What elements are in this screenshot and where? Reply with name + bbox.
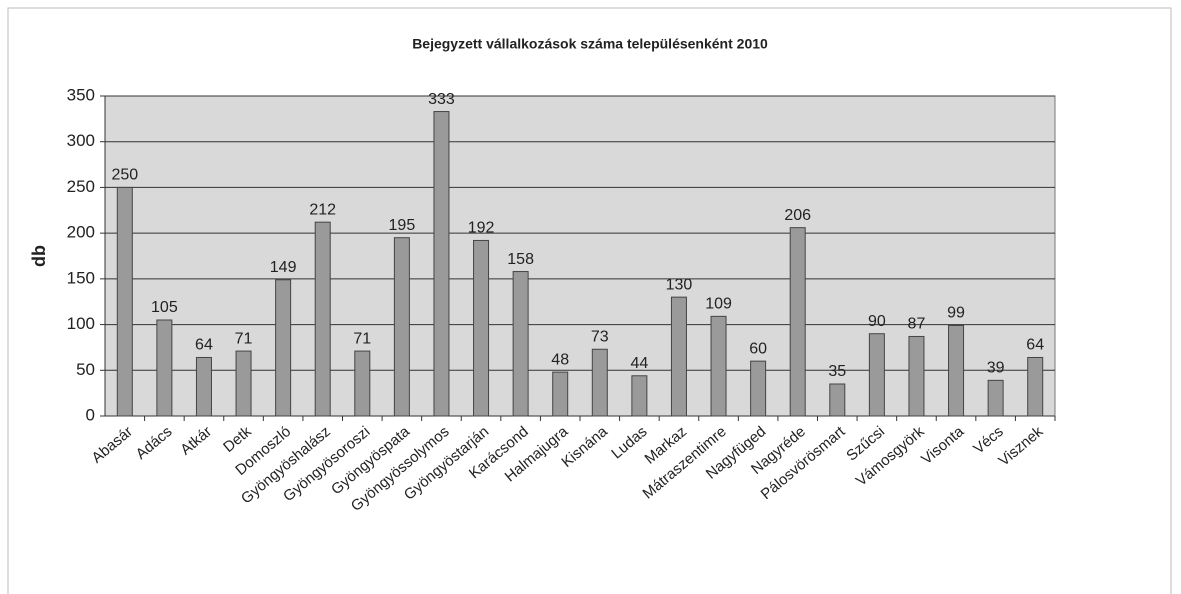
bar xyxy=(116,186,133,417)
bar xyxy=(829,383,846,417)
bar xyxy=(591,348,608,417)
data-label: 60 xyxy=(749,340,767,357)
bar xyxy=(987,379,1004,417)
chart-frame xyxy=(7,7,1172,594)
data-label: 109 xyxy=(705,296,732,313)
x-tick-label: Visznek xyxy=(995,423,1046,470)
data-label: 35 xyxy=(828,363,846,380)
bar xyxy=(195,356,212,417)
y-tick-label: 100 xyxy=(67,314,95,333)
x-tick-label: Adács xyxy=(133,423,176,463)
data-label: 71 xyxy=(235,330,253,347)
bar xyxy=(948,324,965,417)
data-label: 71 xyxy=(353,330,371,347)
data-label: 149 xyxy=(270,259,297,276)
bar xyxy=(156,319,173,417)
bar xyxy=(552,371,569,417)
bar xyxy=(1027,356,1044,417)
data-label: 130 xyxy=(666,276,693,293)
y-tick-label: 0 xyxy=(86,405,95,424)
data-label: 90 xyxy=(868,313,886,330)
data-label: 333 xyxy=(428,91,455,108)
bar xyxy=(433,111,450,417)
data-label: 48 xyxy=(551,351,569,368)
data-label: 206 xyxy=(784,207,811,224)
data-label: 39 xyxy=(987,360,1005,377)
data-label: 64 xyxy=(195,337,213,354)
bar xyxy=(354,350,371,417)
data-label: 64 xyxy=(1026,337,1044,354)
bar xyxy=(750,360,767,417)
y-axis-label: db xyxy=(29,245,49,267)
data-label: 192 xyxy=(468,220,495,237)
data-label: 250 xyxy=(111,167,138,184)
data-label: 73 xyxy=(591,328,609,345)
bar xyxy=(908,335,925,417)
bar xyxy=(868,333,885,417)
bar xyxy=(512,271,529,417)
bar xyxy=(393,237,410,417)
data-label: 99 xyxy=(947,305,965,322)
bar xyxy=(631,375,648,417)
y-tick-label: 300 xyxy=(67,131,95,150)
x-tick-label: Atkár xyxy=(177,423,215,459)
y-tick-label: 250 xyxy=(67,177,95,196)
data-label: 158 xyxy=(507,251,534,268)
chart-title: Bejegyzett vállalkozások száma település… xyxy=(412,36,768,52)
bar xyxy=(789,227,806,417)
bar xyxy=(275,279,292,417)
y-tick-label: 50 xyxy=(76,360,95,379)
bar xyxy=(235,350,252,417)
bar xyxy=(710,315,727,417)
x-tick-label: Visonta xyxy=(918,423,968,468)
x-tick-label: Kisnána xyxy=(558,423,611,471)
data-label: 44 xyxy=(630,355,648,372)
bar xyxy=(314,221,331,417)
y-tick-label: 200 xyxy=(67,223,95,242)
data-label: 195 xyxy=(389,217,416,234)
y-tick-label: 350 xyxy=(67,85,95,104)
y-tick-label: 150 xyxy=(67,268,95,287)
bar xyxy=(473,239,490,417)
data-label: 212 xyxy=(309,201,336,218)
data-label: 87 xyxy=(908,316,926,333)
data-label: 105 xyxy=(151,299,178,316)
x-tick-label: Abasár xyxy=(89,423,136,467)
bar xyxy=(670,296,687,417)
